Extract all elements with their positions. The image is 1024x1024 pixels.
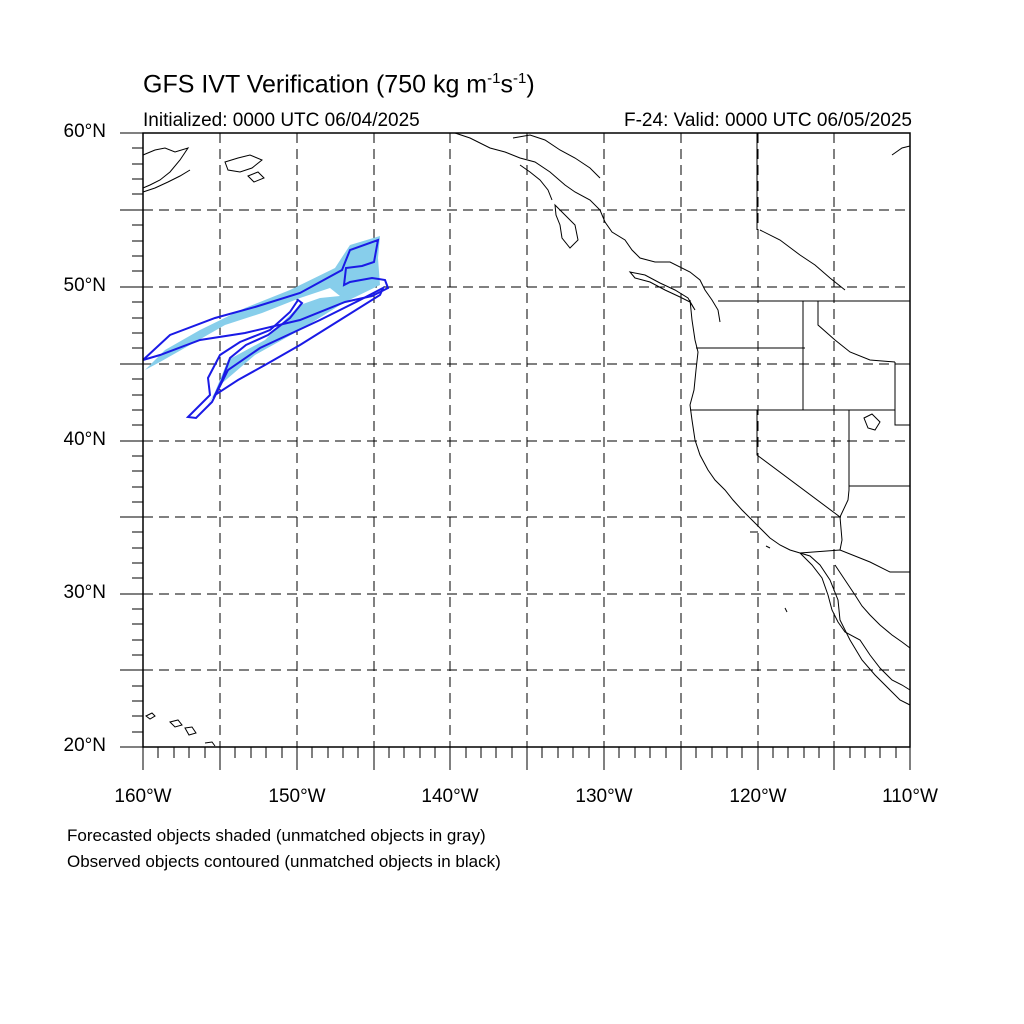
coastlines — [142, 132, 911, 747]
political-boundaries — [690, 133, 910, 573]
observed-contours — [142, 238, 390, 420]
lat-label-60n: 60°N — [63, 121, 106, 142]
observed-object-south — [185, 285, 386, 420]
lon-label-110w: 110°W — [882, 786, 938, 807]
map-title: GFS IVT Verification (750 kg m-1s-1) — [143, 70, 535, 99]
forecast-object — [145, 236, 380, 410]
lon-label-120w: 120°W — [729, 786, 787, 807]
valid-time: F-24: Valid: 0000 UTC 06/05/2025 — [624, 110, 912, 131]
lat-label-50n: 50°N — [63, 275, 106, 296]
graticule — [143, 133, 910, 747]
tick-marks — [120, 132, 911, 770]
lat-label-40n: 40°N — [63, 429, 106, 450]
lat-label-30n: 30°N — [63, 582, 106, 603]
lon-label-150w: 150°W — [268, 786, 326, 807]
lon-label-130w: 130°W — [575, 786, 633, 807]
lat-label-20n: 20°N — [63, 735, 106, 756]
initialized-time: Initialized: 0000 UTC 06/04/2025 — [143, 110, 420, 131]
note-observed: Observed objects contoured (unmatched ob… — [67, 852, 501, 871]
note-forecast: Forecasted objects shaded (unmatched obj… — [67, 826, 486, 845]
lon-label-140w: 140°W — [421, 786, 479, 807]
lon-label-160w: 160°W — [114, 786, 172, 807]
